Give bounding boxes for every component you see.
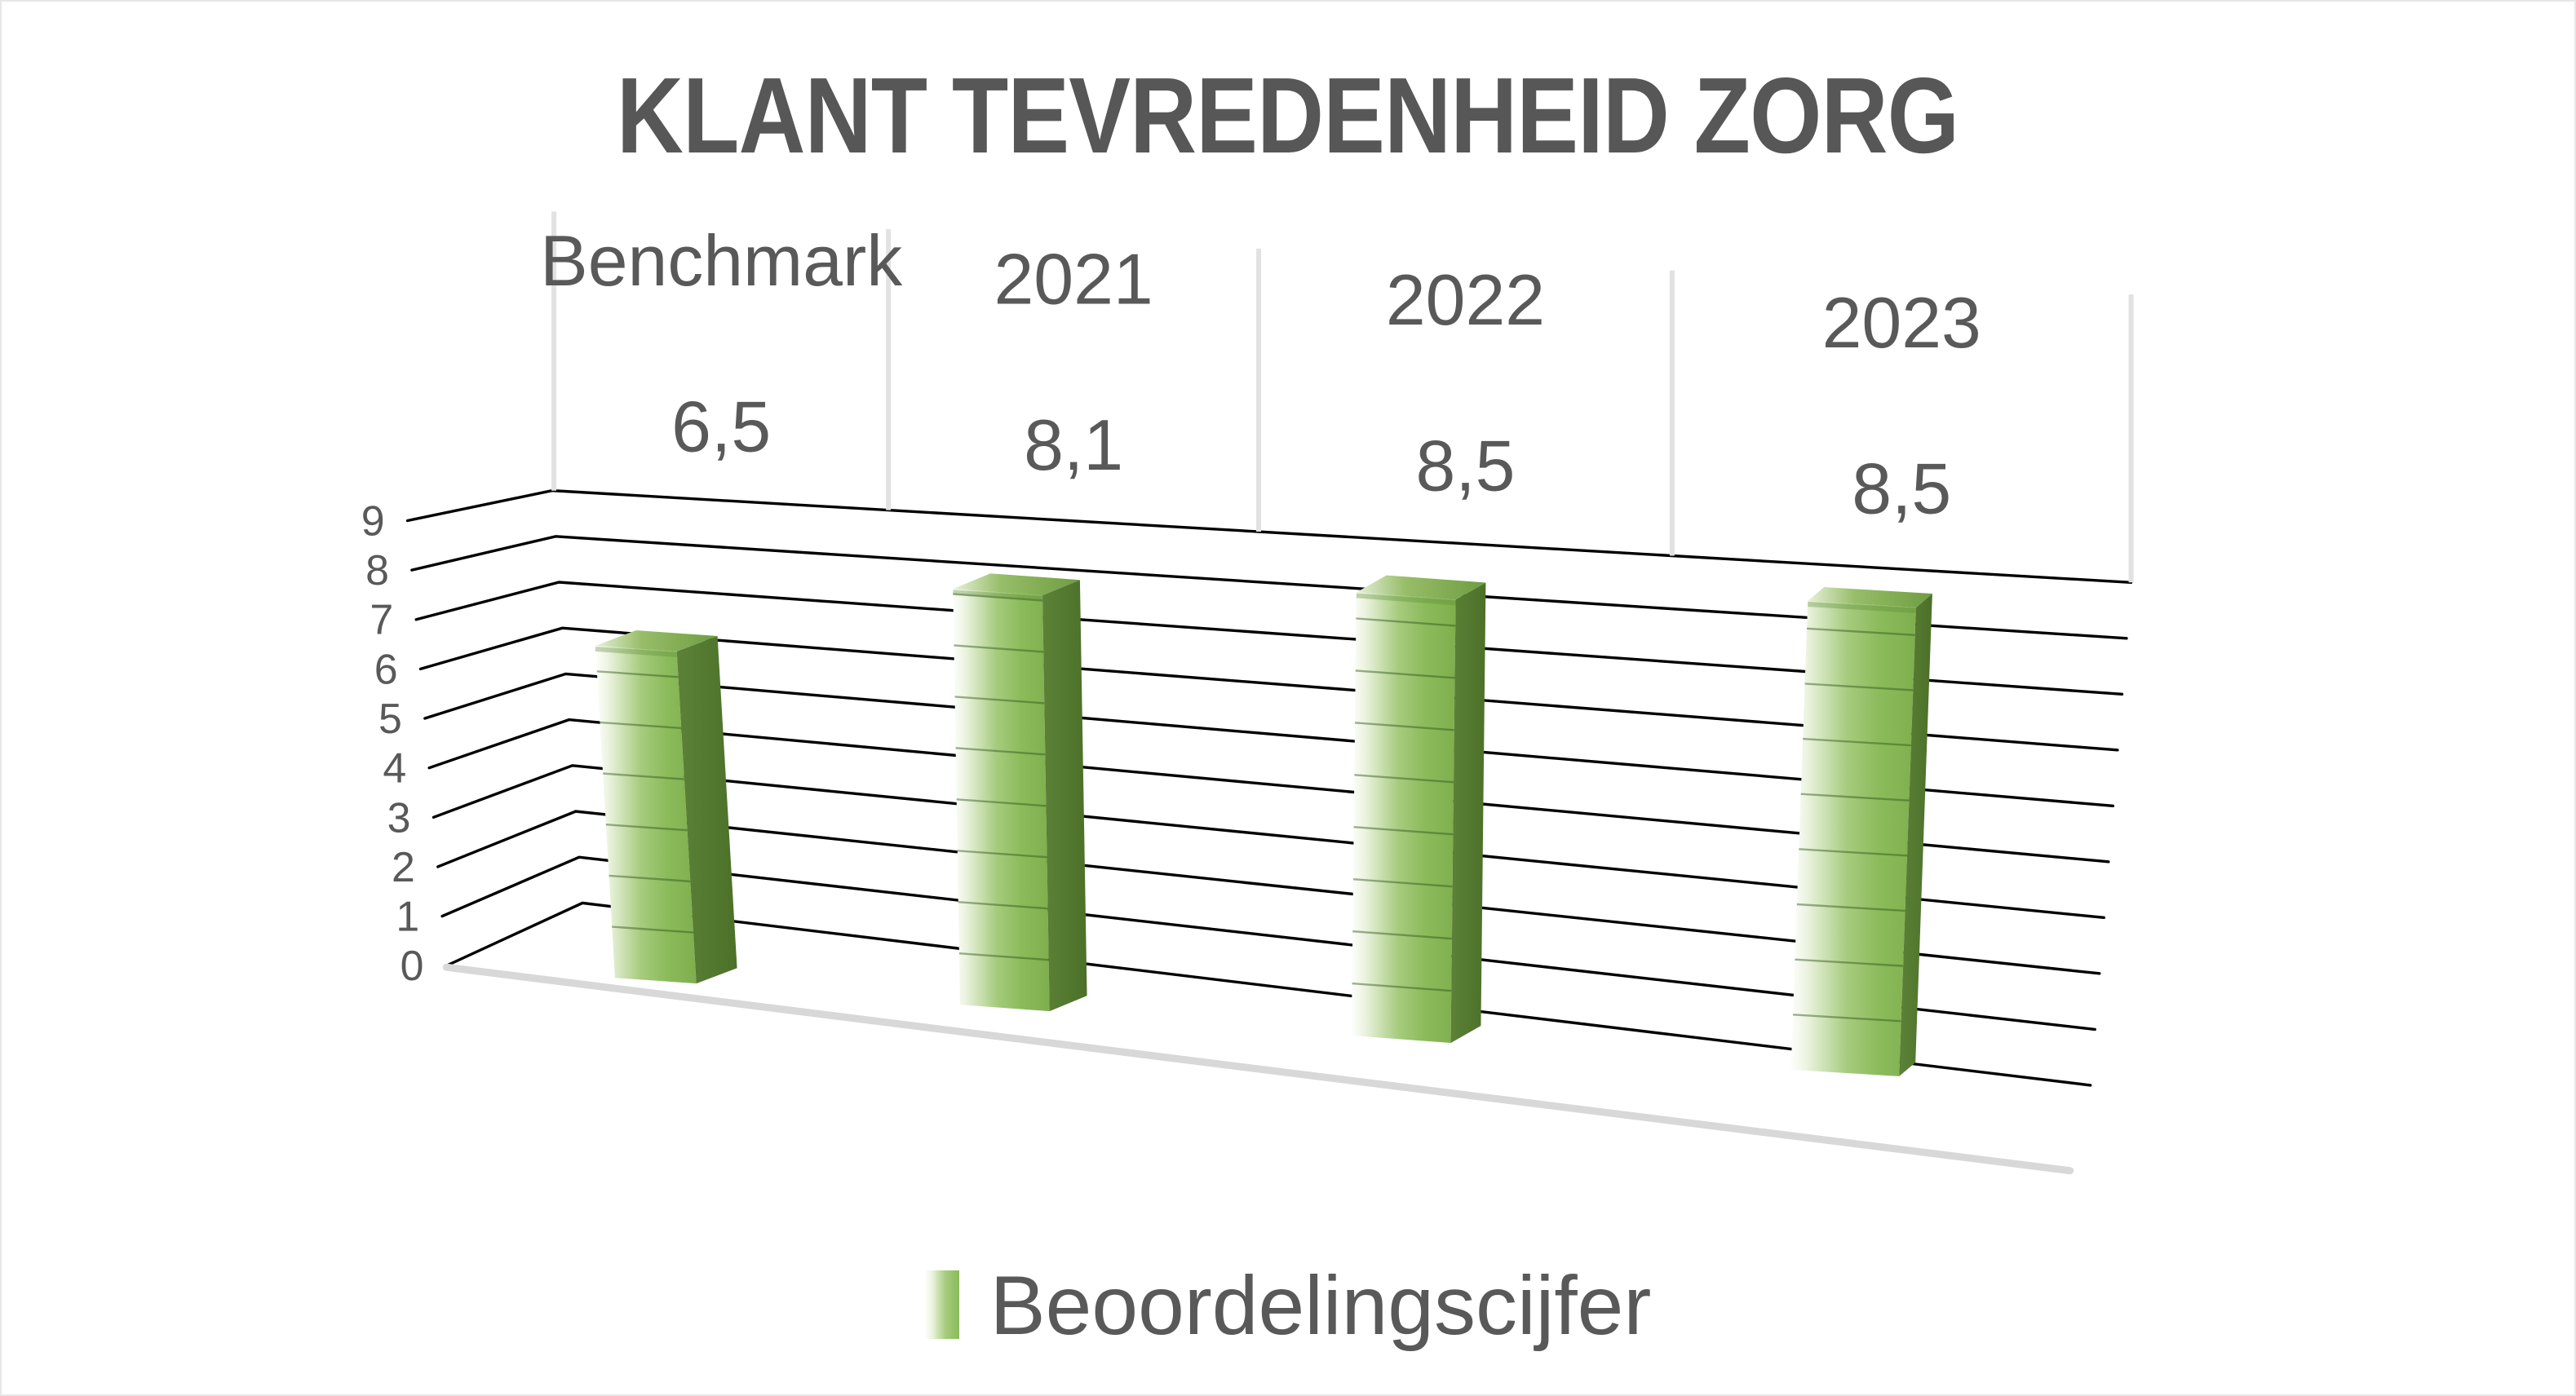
bar-unit-line [1799,848,1908,857]
bar-unit-line [1355,669,1455,679]
chart-legend: Beoordelingscijfer [2,1264,2574,1347]
value-axis-tick-3: 3 [387,793,411,841]
value-gridline-4 [427,718,2110,864]
legend-swatch-icon [924,1270,959,1339]
value-gridline-1 [440,855,2096,1032]
bar-unit-line [958,952,1049,961]
bar-front-face [595,645,697,984]
floor-front-edge [442,963,2074,1175]
data-label-2021: 8,1 [1024,405,1123,485]
value-gridline-7 [414,581,2124,696]
bar-unit-line [1803,737,1911,747]
bar-unit-line [1354,774,1454,784]
data-label-2023: 8,5 [1852,449,1951,529]
value-axis-tick-7: 7 [370,596,393,643]
bar-side-face [1899,593,1932,1076]
value-axis-tick-4: 4 [383,744,406,792]
bar-top-face [953,573,1080,596]
bar-unit-line [1804,683,1914,691]
value-gridline-8 [410,535,2128,640]
value-axis-tick-2: 2 [392,843,415,890]
category-label-2021: 2021 [994,240,1153,320]
value-gridline-0 [445,901,2092,1087]
category-label-2023: 2023 [1822,283,1981,363]
bar-unit-line [609,874,691,883]
legend-label: Beoordelingscijfer [989,1259,1652,1352]
bar-unit-line [1352,982,1452,992]
bar-side-face [676,635,737,984]
bar-top-edge-shade [595,646,677,657]
bar-unit-line [1792,1014,1901,1023]
bar-unit-line [600,721,682,730]
bar-unit-line [1352,877,1453,888]
bar-top-face [595,630,718,652]
data-label-benchmark: 6,5 [671,387,771,467]
bar-unit-line [1806,627,1915,636]
value-axis-tick-9: 9 [361,497,385,544]
value-gridline-3 [432,764,2106,920]
value-axis-tick-5: 5 [378,695,402,742]
chart-title: KLANT TEVREDENHEID ZORG [2,54,2574,177]
value-gridline-5 [423,672,2115,808]
category-label-benchmark: Benchmark [540,221,903,301]
bar-side-face [1450,582,1486,1044]
bar-side-face [1042,580,1087,1012]
bar-front-face [1790,600,1916,1076]
bar-front-face [1351,592,1456,1044]
bar-unit-line [953,593,1043,602]
bar-top-face [1808,587,1932,607]
bar-top-edge-shade [953,590,1043,602]
bar-unit-line [958,901,1048,910]
value-gridline-6 [418,626,2119,752]
bar-unit-line [605,824,688,832]
value-axis-tick-1: 1 [396,893,419,940]
value-axis-tick-6: 6 [374,645,398,692]
bar-2022 [1351,575,1486,1044]
bar-unit-line [1354,722,1454,731]
category-label-2022: 2022 [1386,260,1545,340]
value-axis-tick-0: 0 [401,942,424,989]
bar-unit-line [1352,930,1453,940]
value-axis-tick-8: 8 [365,546,389,594]
chart-title-text: KLANT TEVREDENHEID ZORG [617,55,1959,175]
bar-unit-line [596,670,679,678]
bar-benchmark [595,630,737,984]
bar-unit-line [954,696,1045,705]
bar-unit-line [956,798,1047,807]
bar-top-edge-shade [1356,593,1456,606]
bar-unit-line [957,850,1047,859]
bar-top-edge-shade [1808,601,1917,613]
bar-unit-line [1796,903,1905,912]
bar-unit-line [603,772,684,780]
bar-unit-line [1800,793,1910,802]
bar-unit-line [954,644,1044,653]
bar-unit-line [1353,826,1454,836]
bar-unit-line [1795,958,1904,967]
data-label-2022: 8,5 [1415,426,1515,506]
value-gridline-2 [436,810,2101,975]
bar-unit-line [1356,617,1456,627]
bar-2021 [953,573,1087,1012]
bar-unit-line [955,747,1046,756]
bar-top-face [1356,575,1486,600]
bar-unit-line [612,926,694,934]
bar-2023 [1790,587,1932,1076]
bar-front-face [953,589,1050,1012]
